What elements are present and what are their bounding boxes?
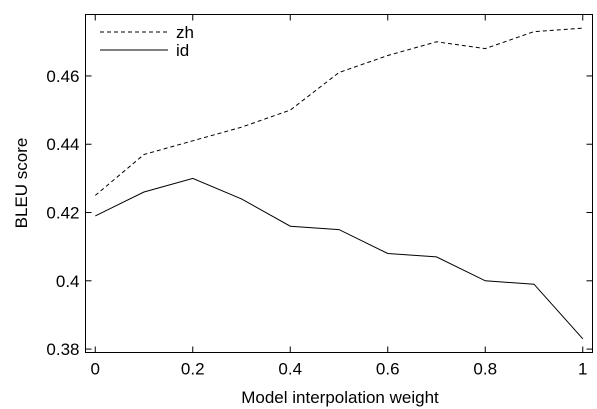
x-tick-label: 0.2 bbox=[181, 360, 205, 379]
y-axis: 0.38 0.4 0.42 0.44 0.46 bbox=[46, 67, 593, 359]
y-tick-label: 0.46 bbox=[46, 67, 79, 86]
x-tick-label: 0.8 bbox=[473, 360, 497, 379]
x-tick-label: 1 bbox=[578, 360, 587, 379]
y-tick-label: 0.42 bbox=[46, 204, 79, 223]
x-axis-title: Model interpolation weight bbox=[241, 388, 439, 407]
legend-label-zh: zh bbox=[176, 23, 194, 42]
y-tick-label: 0.44 bbox=[46, 135, 79, 154]
y-tick-label: 0.4 bbox=[56, 272, 80, 291]
x-tick-label: 0.4 bbox=[278, 360, 302, 379]
y-tick-label: 0.38 bbox=[46, 340, 79, 359]
series-line-id bbox=[95, 177, 584, 340]
series-group bbox=[94, 27, 584, 340]
x-tick-label: 0 bbox=[91, 360, 100, 379]
series-line-zh bbox=[94, 27, 583, 196]
x-axis: 0 0.2 0.4 0.6 0.8 1 bbox=[91, 14, 587, 379]
plot-frame bbox=[85, 14, 593, 353]
legend-label-id: id bbox=[176, 41, 189, 60]
y-axis-title: BLEU score bbox=[12, 138, 31, 229]
x-tick-label: 0.6 bbox=[376, 360, 400, 379]
